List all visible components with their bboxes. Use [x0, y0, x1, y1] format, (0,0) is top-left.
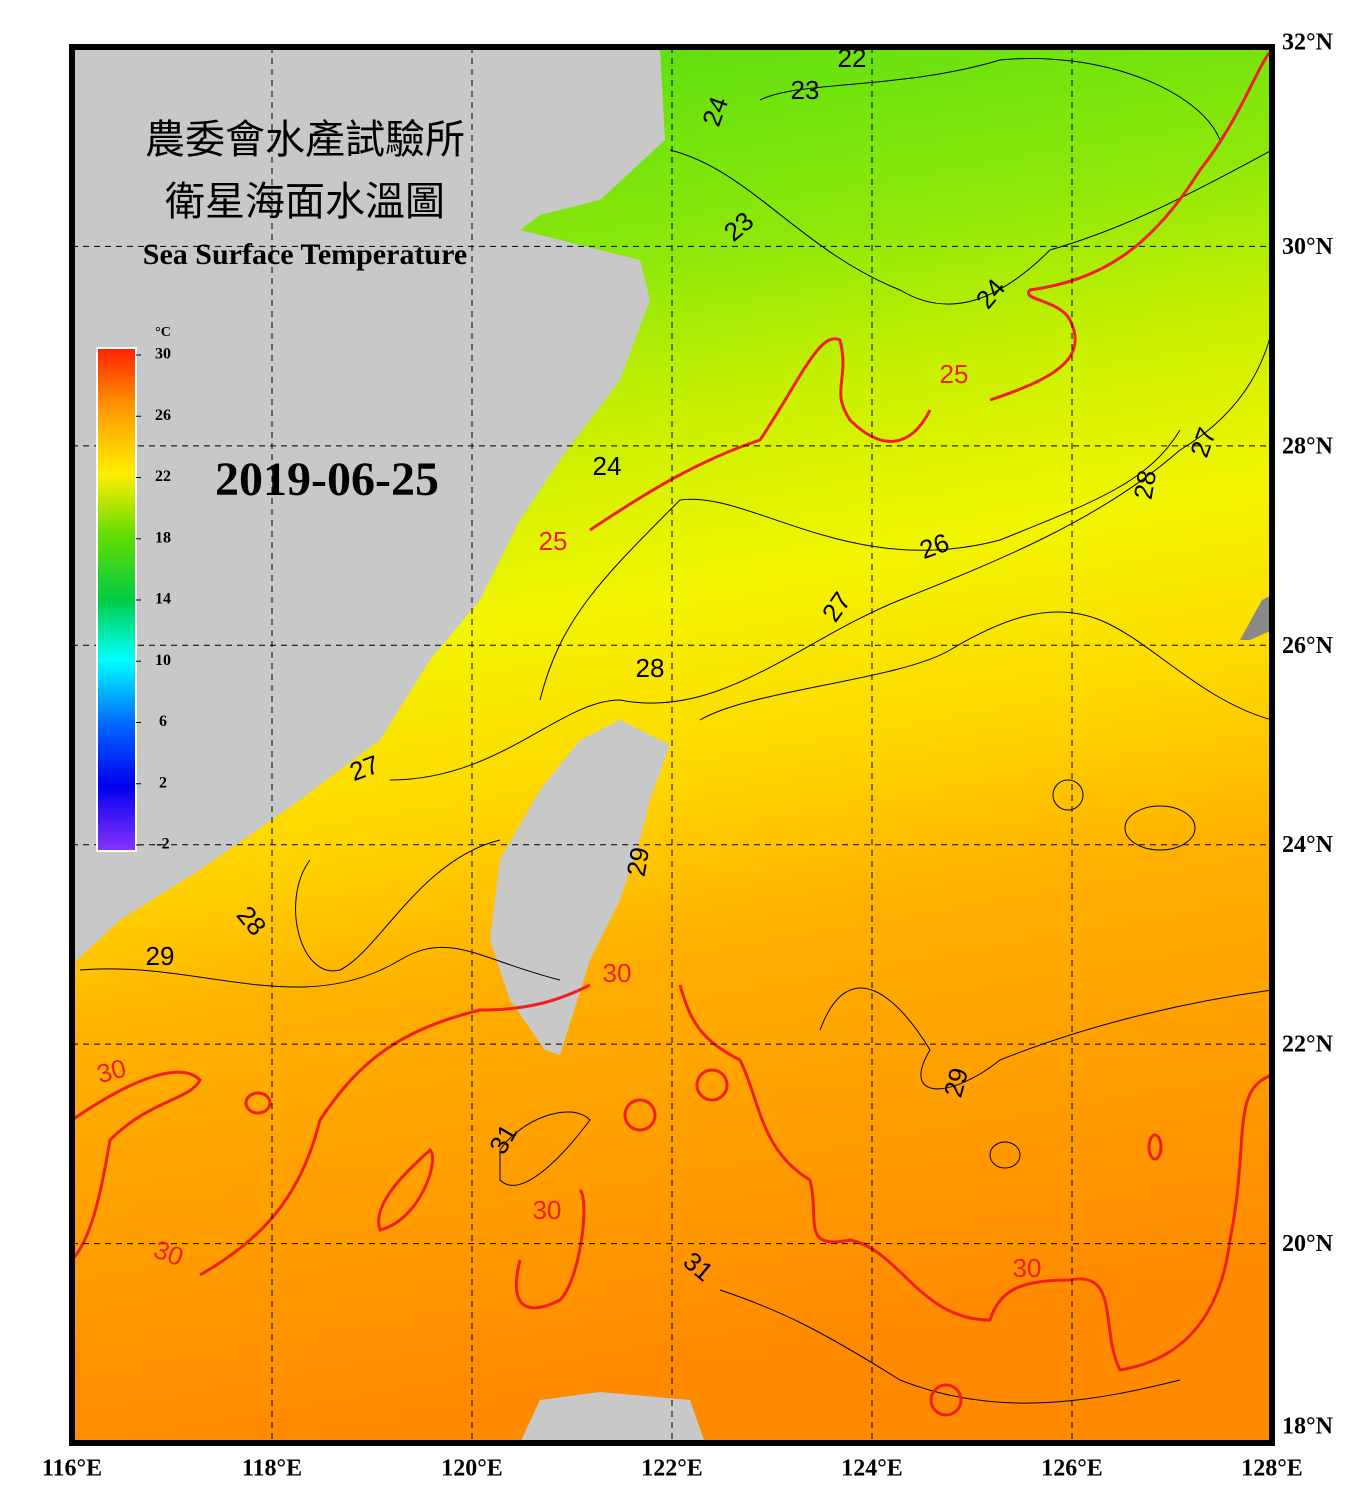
lon-label: 116°E — [42, 1456, 102, 1482]
lon-label: 122°E — [641, 1456, 703, 1482]
axis-labels: 116°E 118°E 120°E 122°E 124°E 126°E 128°E 32°N 3… — [42, 30, 1334, 1482]
contour-label: 28 — [1128, 468, 1163, 502]
title-zh-1: 農委會水產試驗所 — [145, 117, 465, 163]
contour-label: 24 — [593, 451, 622, 481]
lat-label: 30°N — [1282, 234, 1334, 260]
lat-label: 24°N — [1282, 832, 1334, 858]
taiwan — [490, 720, 670, 1055]
colorbar-ticks: 30 26 22 18 14 10 6 2 -2 — [136, 346, 171, 853]
lat-label: 22°N — [1282, 1032, 1334, 1058]
colorbar-tick-label: 30 — [155, 346, 171, 363]
contour-label: 29 — [621, 845, 656, 879]
lat-label: 28°N — [1282, 433, 1334, 459]
lon-label: 118°E — [242, 1456, 302, 1482]
colorbar-tick-label: 22 — [155, 468, 171, 485]
lon-label: 120°E — [441, 1456, 503, 1482]
contour-label: 28 — [636, 653, 665, 683]
map-frame — [69, 44, 1275, 1446]
graticule — [72, 47, 1272, 1443]
colorbar-tick-label: 14 — [155, 591, 171, 608]
lon-label: 128°E — [1241, 1456, 1303, 1482]
island — [1240, 595, 1272, 640]
contour-label: 30 — [533, 1195, 562, 1225]
colorbar-tick-label: 6 — [159, 713, 167, 730]
lat-label: 26°N — [1282, 633, 1334, 659]
contours — [79, 57, 1272, 1404]
lon-label: 126°E — [1041, 1456, 1103, 1482]
title-en: Sea Surface Temperature — [143, 238, 467, 271]
lat-label: 32°N — [1282, 30, 1334, 56]
contour-label: 30 — [603, 958, 632, 988]
lon-label: 124°E — [841, 1456, 903, 1482]
colorbar-tick-label: -2 — [156, 836, 169, 853]
title-zh-2: 衛星海面水溫圖 — [165, 179, 445, 225]
china-coast — [72, 47, 665, 965]
contour-label: 30 — [1013, 1253, 1042, 1283]
colorbar-tick-label: 2 — [159, 774, 167, 791]
lat-label: 20°N — [1282, 1231, 1334, 1257]
contour-label: 25 — [940, 359, 969, 389]
colorbar-tick-label: 18 — [155, 529, 171, 546]
red-contours — [72, 48, 1272, 1417]
contour-label: 25 — [539, 526, 568, 556]
colorbar-tick-label: 26 — [155, 407, 171, 424]
contour-label: 23 — [791, 75, 820, 105]
lat-label: 18°N — [1282, 1414, 1334, 1440]
colorbar — [96, 347, 137, 852]
date: 2019-06-25 — [215, 453, 439, 506]
colorbar-unit: °C — [155, 325, 171, 340]
colorbar-tick-label: 10 — [155, 652, 171, 669]
contour-label: 29 — [146, 941, 175, 971]
contour-label: 22 — [838, 43, 867, 73]
luzon — [520, 1392, 705, 1443]
